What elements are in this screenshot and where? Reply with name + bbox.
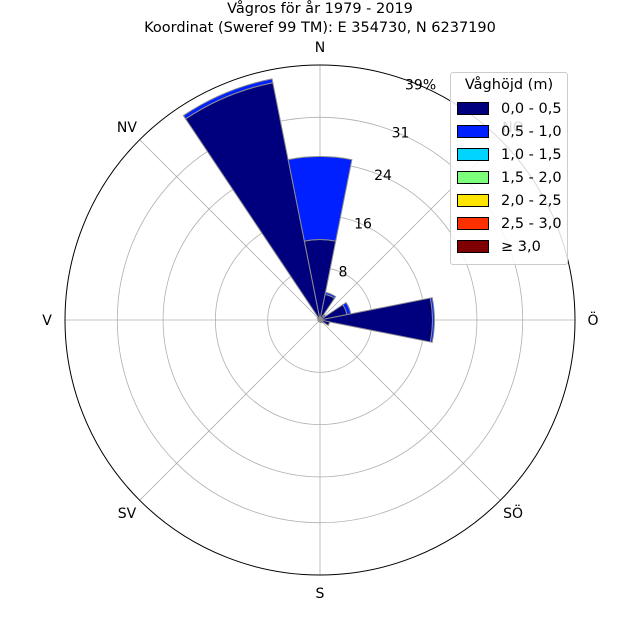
legend-entry: ≥ 3,0 xyxy=(457,235,561,258)
legend-swatch xyxy=(457,171,489,184)
legend-label: 1,0 - 1,5 xyxy=(501,146,562,163)
legend: Våghöjd (m) 0,0 - 0,5 0,5 - 1,0 1,0 - 1,5 1… xyxy=(450,72,568,265)
direction-label: SÖ xyxy=(503,504,523,522)
legend-swatch xyxy=(457,217,489,230)
legend-entry: 0,5 - 1,0 xyxy=(457,120,562,143)
sector-bar xyxy=(429,297,435,343)
sector-bar xyxy=(182,78,274,120)
radial-tick-label: 31 xyxy=(392,126,410,142)
legend-swatch xyxy=(457,102,489,115)
direction-label: S xyxy=(316,586,325,602)
legend-label: 2,5 - 3,0 xyxy=(501,215,562,232)
direction-label: NV xyxy=(117,120,137,136)
grid-spoke xyxy=(319,319,501,501)
radial-tick-label: 8 xyxy=(339,265,348,281)
radial-tick-label: 39% xyxy=(405,77,436,93)
chart-title: Vågros för år 1979 - 2019 xyxy=(227,1,413,17)
grid-spoke xyxy=(139,319,321,501)
legend-entries: 0,0 - 0,5 0,5 - 1,0 1,0 - 1,5 1,5 - 2,0 2,0 … xyxy=(457,97,562,258)
sector-bar xyxy=(287,156,353,242)
sector-bar xyxy=(324,291,337,299)
legend-swatch xyxy=(457,194,489,207)
sector-bars xyxy=(182,78,435,343)
grid-spoke xyxy=(139,139,321,321)
sector-bar xyxy=(319,297,433,343)
legend-label: 0,5 - 1,0 xyxy=(501,123,562,140)
radial-tick-label: 16 xyxy=(354,216,372,232)
direction-label: V xyxy=(42,313,52,329)
legend-swatch xyxy=(457,125,489,138)
legend-label: 0,0 - 0,5 xyxy=(501,100,562,117)
legend-entry: 0,0 - 0,5 xyxy=(457,97,562,120)
direction-label: N xyxy=(315,40,325,56)
chart-subtitle: Koordinat (Sweref 99 TM): E 354730, N 62… xyxy=(144,20,496,36)
direction-label: SV xyxy=(118,506,137,522)
legend-title: Våghöjd (m) xyxy=(464,77,554,93)
legend-label: 1,5 - 2,0 xyxy=(501,169,562,186)
radial-tick-label: 24 xyxy=(374,168,392,184)
legend-label: 2,0 - 2,5 xyxy=(501,192,562,209)
legend-entry: 1,5 - 2,0 xyxy=(457,166,562,189)
legend-entry: 2,5 - 3,0 xyxy=(457,212,562,235)
direction-label: Ö xyxy=(587,311,598,329)
legend-entry: 2,0 - 2,5 xyxy=(457,189,562,212)
legend-swatch xyxy=(457,148,489,161)
legend-entry: 1,0 - 1,5 xyxy=(457,143,562,166)
legend-label: ≥ 3,0 xyxy=(501,238,541,255)
legend-swatch xyxy=(457,240,489,253)
outer-circle xyxy=(64,64,576,576)
